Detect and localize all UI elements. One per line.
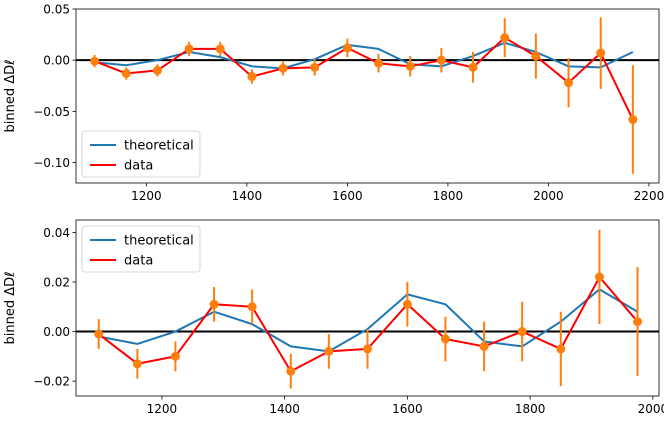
panel-0-data-point bbox=[184, 44, 194, 54]
panel-1-data-point bbox=[363, 344, 372, 354]
panel-0-xtick-label: 1400 bbox=[232, 189, 263, 203]
panel-0-data-point bbox=[215, 44, 225, 54]
panel-1-data-point bbox=[633, 317, 643, 327]
panel-0-xtick-label: 2200 bbox=[634, 189, 664, 203]
chart-bottom: 1200 1400 1600 1800 2000 −0.02 0.00 0.02 0.04 bin… bbox=[3, 219, 664, 416]
panel-0-data-point bbox=[531, 51, 541, 61]
panel-0-data-point bbox=[468, 62, 478, 72]
panel-1-data-point bbox=[324, 346, 334, 356]
panel-0-data-point bbox=[405, 61, 415, 71]
panel-0-ytick-label: 0.00 bbox=[43, 54, 70, 68]
panel-0-data-point bbox=[596, 48, 606, 58]
panel-1-data-point bbox=[479, 341, 489, 351]
panel-0-data-point bbox=[121, 68, 131, 78]
panel-0-ytick-label: 0.05 bbox=[43, 3, 70, 17]
panel-0-plot-area bbox=[76, 17, 659, 174]
panel-0-axes-frame bbox=[75, 8, 660, 184]
panel-0-legend-label: theoretical bbox=[124, 139, 194, 154]
panel-1-legend-label: data bbox=[124, 254, 153, 269]
panel-1-data-point bbox=[170, 351, 180, 361]
panel-0-data-point bbox=[342, 43, 352, 53]
panel-0-xtick-label: 1200 bbox=[131, 189, 162, 203]
panel-0-xtick-label: 1600 bbox=[332, 189, 363, 203]
panel-0-ytick-label: −0.05 bbox=[33, 105, 70, 119]
panel-1-data-point bbox=[517, 327, 527, 337]
panel-0-data-point bbox=[374, 58, 384, 68]
panel-1-data-point bbox=[132, 359, 142, 369]
panel-1-xtick-label: 1400 bbox=[269, 402, 300, 416]
panel-1-data-point bbox=[94, 329, 104, 339]
panel-0-data-point bbox=[500, 33, 510, 43]
panel-1-axes-frame bbox=[75, 219, 660, 397]
panel-1-plot-area bbox=[76, 229, 659, 389]
panel-1-data-point bbox=[440, 334, 450, 344]
panel-0-data-point bbox=[247, 72, 257, 82]
panel-0-xtick-label: 1800 bbox=[433, 189, 464, 203]
panel-1-data-point bbox=[247, 302, 257, 312]
panel-0-data-point bbox=[278, 63, 288, 73]
panel-0-data-point bbox=[436, 55, 446, 65]
panel-0-data-point bbox=[90, 56, 100, 66]
panel-1-y-axis-label: binned ΔDℓ bbox=[3, 272, 18, 345]
panel-1-xtick-label: 1600 bbox=[392, 402, 423, 416]
panel-1-ytick-label: 0.00 bbox=[43, 325, 70, 339]
panel-0-ytick-label: −0.10 bbox=[33, 156, 70, 170]
panel-0-legend-label: data bbox=[124, 159, 153, 174]
panel-1-xtick-label: 1200 bbox=[147, 402, 178, 416]
panel-0-data-point bbox=[564, 78, 574, 88]
panel-0-data-point bbox=[628, 115, 638, 125]
panel-1-ytick-label: 0.04 bbox=[43, 226, 70, 240]
panel-1-ytick-label: −0.02 bbox=[33, 375, 70, 389]
panel-1-legend-label: theoretical bbox=[124, 234, 194, 249]
panel-1-xtick-label: 2000 bbox=[638, 402, 664, 416]
panel-1-data-point bbox=[286, 366, 296, 376]
panel-1-xtick-label: 1800 bbox=[515, 402, 546, 416]
panel-0-xtick-label: 2000 bbox=[533, 189, 564, 203]
panel-1-ytick-label: 0.02 bbox=[43, 275, 70, 289]
panel-1-data-point bbox=[209, 299, 219, 309]
panel-1-data-point bbox=[402, 299, 412, 309]
chart-top: 1200 1400 1600 1800 2000 2200 −0.10 −0.05 0.00 0.… bbox=[3, 3, 664, 204]
panel-0-data-point bbox=[310, 62, 320, 72]
panel-1-data-point bbox=[556, 344, 566, 354]
panel-1-data-point bbox=[594, 272, 604, 282]
panel-0-data-point bbox=[152, 65, 162, 75]
panel-0-data-line bbox=[94, 36, 634, 120]
panel-0-y-axis-label: binned ΔDℓ bbox=[3, 60, 18, 133]
